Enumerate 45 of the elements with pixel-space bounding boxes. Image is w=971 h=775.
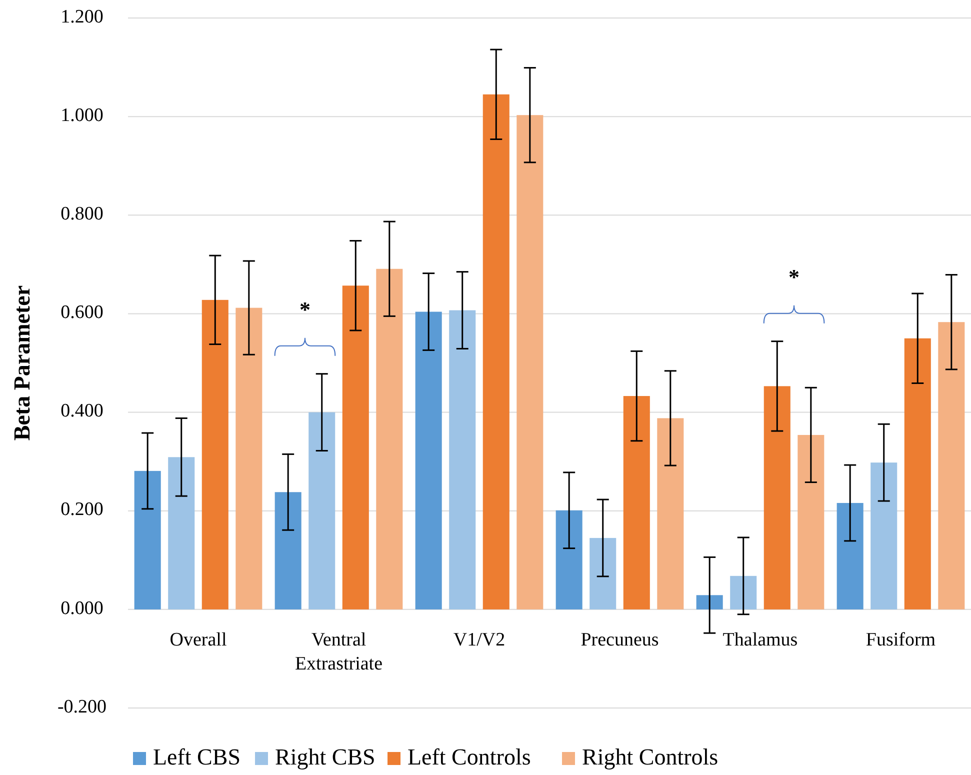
bar xyxy=(449,310,476,610)
x-tick-label: Precuneus xyxy=(580,629,659,650)
y-tick-label: 0.200 xyxy=(60,499,104,520)
bar xyxy=(415,312,442,610)
bar xyxy=(764,386,790,610)
annotation: * xyxy=(299,296,310,322)
x-tick-label: Thalamus xyxy=(722,629,798,650)
legend-label: Left CBS xyxy=(153,744,241,770)
bar xyxy=(342,286,369,610)
legend-label: Left Controls xyxy=(408,744,531,770)
bar xyxy=(938,322,965,610)
y-tick-label: 0.400 xyxy=(60,400,104,422)
x-tick-label: Ventral Extrastriate xyxy=(294,629,383,674)
bar xyxy=(168,457,195,610)
y-axis-title: Beta Parameter xyxy=(9,285,34,441)
bar xyxy=(798,434,824,610)
y-tick-label: 1.000 xyxy=(60,104,104,126)
bar xyxy=(308,412,336,610)
x-tick-label: Fusiform xyxy=(866,629,936,650)
bar xyxy=(696,595,723,610)
bar xyxy=(516,115,544,610)
bar xyxy=(730,576,757,610)
y-tick-label: 0.600 xyxy=(60,302,104,324)
y-tick-label: 1.200 xyxy=(60,6,104,28)
bar xyxy=(556,510,582,610)
bar xyxy=(657,418,684,610)
bar xyxy=(134,470,161,610)
y-tick-label: -0.200 xyxy=(57,696,107,718)
legend-label: Right CBS xyxy=(275,744,376,770)
y-tick-label: 0.000 xyxy=(60,598,104,619)
bar xyxy=(590,538,616,610)
legend-label: Right Controls xyxy=(582,744,718,770)
bar xyxy=(870,462,898,610)
bar xyxy=(482,94,510,610)
bar xyxy=(274,492,302,610)
y-tick-label: 0.800 xyxy=(60,204,104,224)
bar xyxy=(236,308,262,610)
bar xyxy=(623,396,650,610)
bar xyxy=(202,300,228,610)
x-tick-label: Overall xyxy=(170,629,227,650)
bar xyxy=(376,268,403,610)
bar xyxy=(904,338,931,610)
annotation: * xyxy=(788,264,800,290)
bar xyxy=(836,502,864,610)
x-tick-label: V1/V2 xyxy=(453,629,506,650)
